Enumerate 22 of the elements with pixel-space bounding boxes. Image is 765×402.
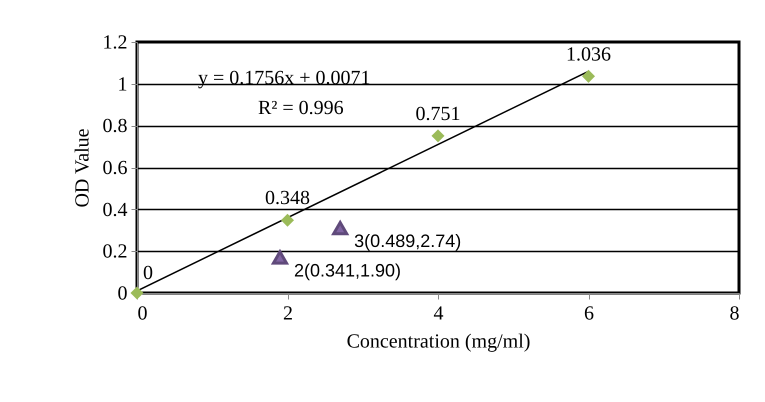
x-tick-label: 6 xyxy=(584,302,594,324)
annotation: R² = 0.996 xyxy=(258,97,344,119)
x-tick-label: 0 xyxy=(138,302,148,324)
data-label: 2(0.341,1.90) xyxy=(294,260,402,280)
x-tick-label: 2 xyxy=(283,302,293,324)
x-axis-title: Concentration (mg/ml) xyxy=(346,330,530,352)
x-tick-label: 4 xyxy=(434,302,444,324)
y-tick-label: 0.6 xyxy=(102,157,128,179)
y-tick-label: 0.8 xyxy=(102,115,128,138)
data-label: 3(0.489,2.74) xyxy=(354,231,462,252)
y-tick-label: 0.2 xyxy=(102,240,128,263)
data-label: 0 xyxy=(143,262,153,284)
y-tick-label: 0.4 xyxy=(102,198,128,221)
y-axis-title: OD Value xyxy=(72,128,94,208)
x-tick-label: 8 xyxy=(730,302,740,324)
data-label: 0.751 xyxy=(416,102,460,125)
annotation: y = 0.1756x + 0.0071 xyxy=(198,67,371,89)
y-tick-label: 1.2 xyxy=(102,32,128,54)
y-tick-label: 0 xyxy=(118,282,128,304)
data-label: 1.036 xyxy=(566,43,611,66)
y-tick-label: 1 xyxy=(118,73,128,96)
data-label: 0.348 xyxy=(265,187,310,210)
